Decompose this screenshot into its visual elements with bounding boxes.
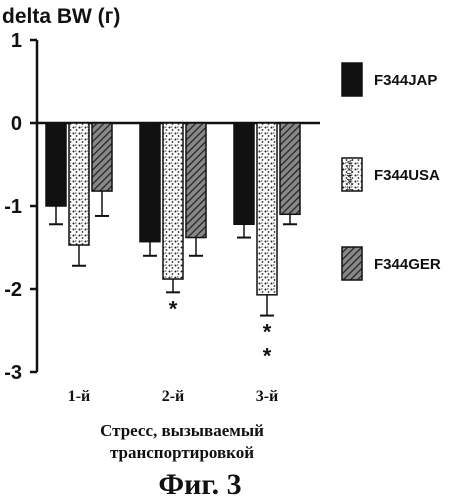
significance-star: *: [263, 320, 272, 345]
significance-star: *: [169, 296, 178, 321]
bar: [140, 123, 160, 242]
x-axis-title-line-2: транспортировкой: [110, 443, 254, 462]
x-tick-label: 2-й: [162, 388, 185, 405]
legend: F344JAP F344USA F344USA F344GER: [342, 63, 441, 280]
legend-label: F344USA: [374, 167, 440, 184]
significance-marks: ***: [169, 296, 272, 368]
x-axis-title-line-1: Стресс, вызываемый: [100, 421, 264, 440]
figure-caption: Фиг. 3: [158, 468, 241, 500]
y-tick-label: -1: [4, 196, 22, 218]
bar: [163, 123, 183, 279]
bar: [257, 123, 277, 295]
y-tick-label: -2: [4, 279, 22, 301]
significance-star: *: [263, 344, 272, 369]
bar: [92, 123, 112, 191]
bar: [280, 123, 300, 214]
y-axis-title: delta BW (г): [2, 5, 120, 28]
y-tick-label: -3: [4, 362, 22, 384]
x-tick-label: 1-й: [68, 388, 91, 405]
bar: [69, 123, 89, 245]
y-tick-label: 0: [11, 113, 22, 135]
legend-swatch: [342, 63, 362, 96]
legend-label: F344JAP: [374, 72, 437, 89]
bars: [46, 123, 300, 295]
legend-label: F344GER: [374, 256, 441, 273]
bar: [234, 123, 254, 224]
bar: [46, 123, 66, 206]
y-tick-label: 1: [11, 30, 22, 52]
legend-swatch: [342, 247, 362, 280]
x-tick-label: 3-й: [256, 388, 279, 405]
bar: [186, 123, 206, 238]
legend-swatch-label: F344USA: [347, 160, 354, 191]
